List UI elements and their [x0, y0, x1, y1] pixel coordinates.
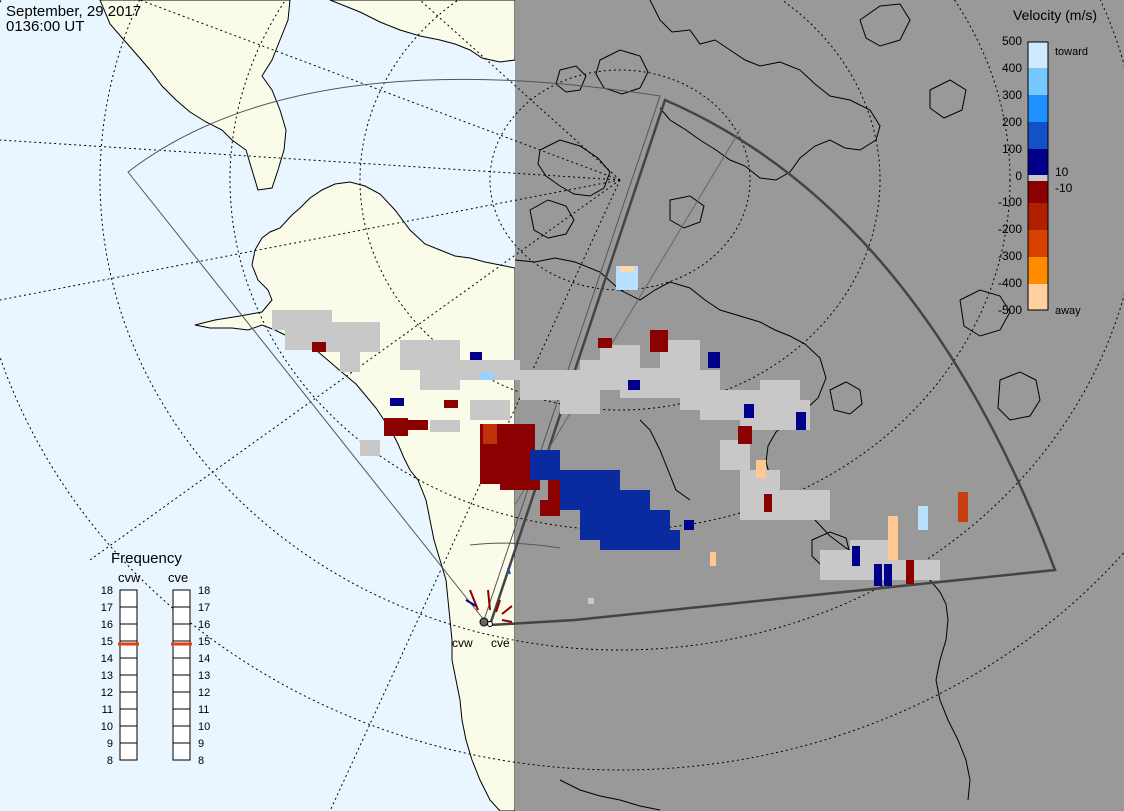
freq-scale-label-cve: 13	[198, 670, 211, 682]
frequency-bars	[119, 589, 191, 761]
fov-cvw-inner	[469, 542, 561, 549]
cbar-tick: -500	[997, 303, 1022, 317]
freq-scale-label-cvw: 15	[100, 636, 113, 648]
date-label: September, 29 2017	[6, 3, 142, 20]
freq-scale-label-cvw: 13	[100, 670, 113, 682]
cbar-tick: -400	[997, 276, 1022, 290]
cbar-tick: 100	[1001, 142, 1022, 156]
freq-scale-label-cve: 9	[198, 738, 205, 750]
freq-scale-label-cvw: 9	[106, 738, 113, 750]
freq-scale-label-cvw: 16	[100, 619, 113, 631]
freq-scale-label-cvw: 18	[100, 585, 113, 597]
freq-radar-cvw: cvw	[118, 570, 141, 585]
cbar-tick: -10	[1055, 181, 1073, 195]
freq-scale-label-cve: 11	[198, 704, 210, 716]
fov-cve	[488, 98, 1057, 627]
fov-cvw	[127, 78, 661, 622]
freq-scale-label-cvw: 14	[100, 653, 113, 665]
cbar-tick: 500	[1001, 34, 1022, 48]
freq-radar-cve: cve	[168, 570, 189, 585]
cbar-tick: 400	[1001, 61, 1022, 75]
site-marker-cve	[487, 621, 493, 627]
freq-scale-label-cvw: 10	[100, 721, 113, 733]
freq-scale-label-cve: 18	[198, 585, 211, 597]
freq-scale-label-cve: 17	[198, 602, 211, 614]
freq-scale-label-cve: 8	[198, 755, 205, 767]
cbar-tick: 0	[1015, 169, 1022, 183]
cbar-tick: -200	[997, 222, 1022, 236]
freq-scale-label-cve: 14	[198, 653, 211, 665]
cbar-tick: 200	[1001, 115, 1022, 129]
frequency-title: Frequency	[111, 550, 182, 567]
freq-scale-label-cvw: 12	[100, 687, 113, 699]
land-chukotka	[99, 0, 291, 191]
site-label-cve: cve	[491, 636, 510, 650]
cbar-tick: -300	[997, 249, 1022, 263]
freq-scale-label-cve: 15	[198, 636, 211, 648]
freq-scale-label-cvw: 11	[101, 704, 113, 716]
toward-label: toward	[1055, 46, 1089, 58]
fov-cve-beam	[514, 129, 741, 506]
colorbar-title: Velocity (m/s)	[1013, 7, 1098, 23]
freq-scale-label-cve: 16	[198, 619, 211, 631]
night-shade	[515, 0, 1124, 811]
land-west	[194, 181, 516, 811]
freq-scale-label-cve: 12	[198, 687, 211, 699]
cbar-tick: -100	[997, 195, 1022, 209]
cbar-tick: 300	[1001, 88, 1022, 102]
time-label: 0136:00 UT	[6, 18, 85, 35]
away-label: away	[1055, 305, 1081, 317]
site-marker-cvw	[479, 617, 489, 627]
site-label-cvw: cvw	[452, 636, 473, 650]
cbar-tick: 10	[1055, 165, 1069, 179]
freq-scale-label-cvw: 17	[100, 602, 113, 614]
freq-scale-label-cve: 10	[198, 721, 211, 733]
scatter-cells	[272, 266, 968, 623]
velocity-colorbar	[1027, 41, 1049, 311]
freq-scale-label-cvw: 8	[106, 755, 113, 767]
